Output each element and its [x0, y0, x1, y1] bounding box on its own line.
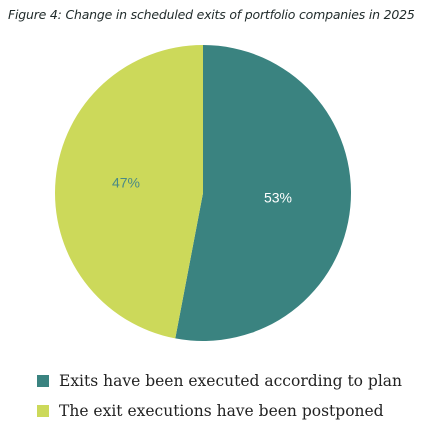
legend-item-executed: Exits have been executed according to pl…	[37, 368, 402, 394]
legend-swatch	[37, 375, 49, 387]
pie-slice-labels: 53% 47%	[112, 175, 292, 206]
pie-slice-postponed	[54, 45, 203, 339]
legend-swatch	[37, 405, 49, 417]
legend: Exits have been executed according to pl…	[37, 368, 402, 428]
legend-item-postponed: The exit executions have been postponed	[37, 398, 402, 424]
legend-label: Exits have been executed according to pl…	[59, 372, 403, 390]
pie-slice-executed	[175, 45, 351, 341]
chart-title: Figure 4: Change in scheduled exits of p…	[8, 7, 415, 22]
pie-slices	[54, 45, 351, 341]
legend-label: The exit executions have been postponed	[59, 402, 384, 420]
slice-label-executed: 53%	[264, 190, 292, 206]
slice-label-postponed: 47%	[112, 175, 140, 191]
